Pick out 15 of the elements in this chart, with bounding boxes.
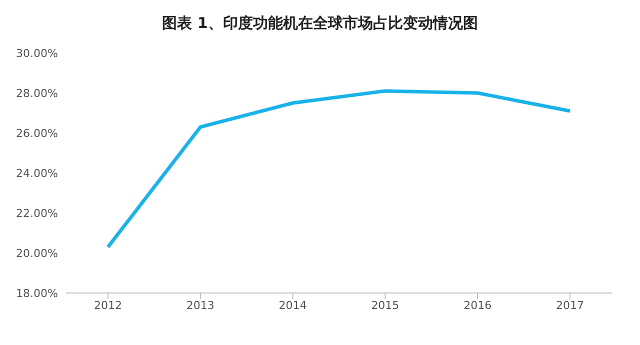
y-tick-label: 20.00% (16, 246, 58, 260)
x-tick-label: 2017 (556, 298, 584, 312)
x-tick-label: 2013 (186, 298, 214, 312)
y-tick-label: 22.00% (16, 206, 58, 220)
y-tick-label: 18.00% (16, 286, 58, 300)
x-tick-label: 2014 (278, 298, 307, 312)
chart-title: 图表 1、印度功能机在全球市场占比变动情况图 (161, 14, 479, 33)
line-series (106, 89, 572, 249)
y-tick-label: 24.00% (16, 166, 58, 180)
x-tick-label: 2015 (371, 298, 400, 312)
y-tick-label: 28.00% (16, 86, 58, 100)
x-tick-label: 2012 (94, 298, 122, 312)
y-tick-label: 30.00% (16, 46, 58, 60)
x-tick-label: 2016 (464, 298, 492, 312)
y-tick-label: 26.00% (16, 126, 58, 140)
